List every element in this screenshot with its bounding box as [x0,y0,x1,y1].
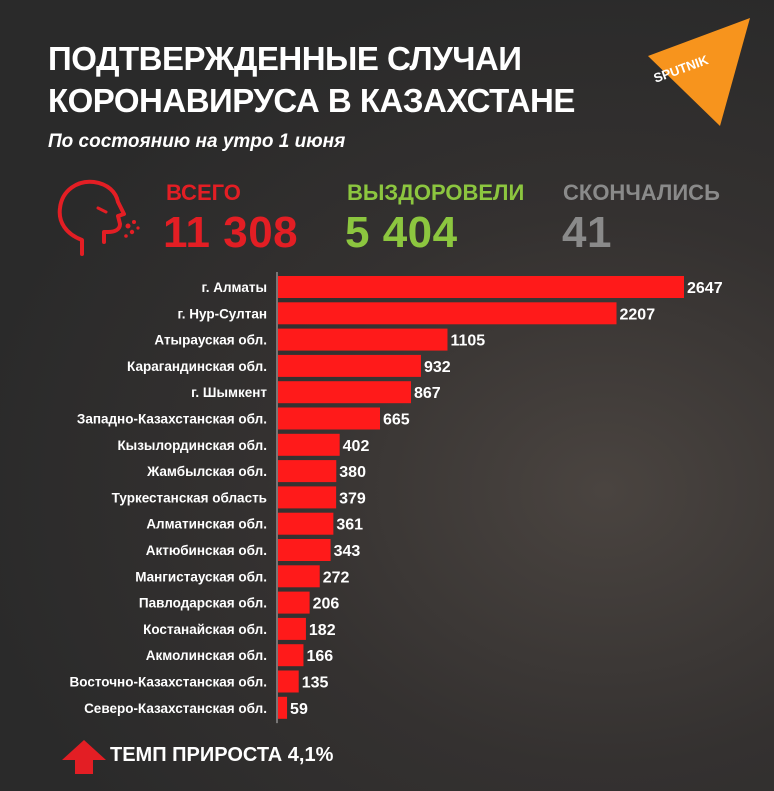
bar [278,617,306,640]
category-label: г. Нур-Султан [177,306,267,321]
page-title: ПОДТВЕРЖДЕННЫЕ СЛУЧАИ КОРОНАВИРУСА В КАЗ… [48,38,575,122]
category-label: Кызылординская обл. [117,438,267,453]
category-label: Восточно-Казахстанская обл. [70,675,267,690]
value-label: 665 [383,412,410,429]
value-label: 2647 [687,280,723,297]
bar [278,644,304,667]
bar [278,696,288,719]
category-label: Северо-Казахстанская обл. [84,701,267,716]
bar [278,460,337,483]
value-label: 59 [290,701,308,718]
logo-shape [648,18,750,126]
category-label: Западно-Казахстанская обл. [77,412,267,427]
recovered-label: ВЫЗДОРОВЕЛИ [347,180,525,205]
category-label: Карагандинская обл. [127,359,267,374]
value-label: 135 [302,675,329,692]
bar [278,670,299,693]
value-label: 166 [306,648,333,665]
bar [278,512,334,535]
total-value: 11 308 [163,208,299,257]
category-label: Атырауская обл. [154,333,267,348]
category-label: Павлодарская обл. [139,596,267,611]
category-label: г. Шымкент [191,385,267,400]
growth-rate-text: ТЕМП ПРИРОСТА 4,1% [110,744,334,766]
category-label: Мангистауская обл. [135,569,267,584]
category-label: Жамбылская обл. [146,464,267,479]
bar [278,591,310,614]
value-label: 380 [339,464,366,481]
sneezing-head-icon [57,179,140,256]
value-label: 932 [424,359,451,376]
bar [278,407,380,430]
bar [278,354,421,377]
value-label: 343 [334,543,361,560]
died-label: СКОНЧАЛИСЬ [563,180,720,205]
bar [278,433,340,456]
category-label: Акмолинская обл. [146,648,267,663]
arrow-up-icon [62,740,106,774]
bar [278,276,684,298]
value-label: 402 [343,438,370,455]
bar [278,328,448,351]
value-label: 206 [313,596,340,613]
bar [278,381,411,404]
bar-chart: г. Алматы 2647 г. Нур-Султан 2207 Атырауская… [70,272,723,724]
bar [278,565,320,588]
category-label: Актюбинская обл. [146,543,267,558]
value-label: 272 [323,569,350,586]
value-label: 379 [339,490,366,507]
died-value: 41 [562,208,612,257]
bar [278,486,337,509]
value-label: 1105 [450,333,485,350]
category-label: Костанайская обл. [143,622,267,637]
value-label: 2207 [620,306,656,323]
bar [278,539,331,561]
value-label: 867 [414,385,441,402]
title-line-1: ПОДТВЕРЖДЕННЫЕ СЛУЧАИ [48,40,522,77]
total-label: ВСЕГО [166,180,241,205]
sputnik-logo: SPUTNIK [648,18,750,126]
category-label: г. Алматы [201,280,267,295]
value-label: 361 [336,517,363,534]
recovered-value: 5 404 [345,208,458,257]
category-label: Алматинская обл. [146,517,267,532]
bar [278,302,617,325]
subtitle: По состоянию на утро 1 июня [48,131,346,152]
value-label: 182 [309,622,336,639]
title-line-2: КОРОНАВИРУСА В КАЗАХСТАНЕ [48,82,575,119]
category-label: Туркестанская область [112,490,267,505]
